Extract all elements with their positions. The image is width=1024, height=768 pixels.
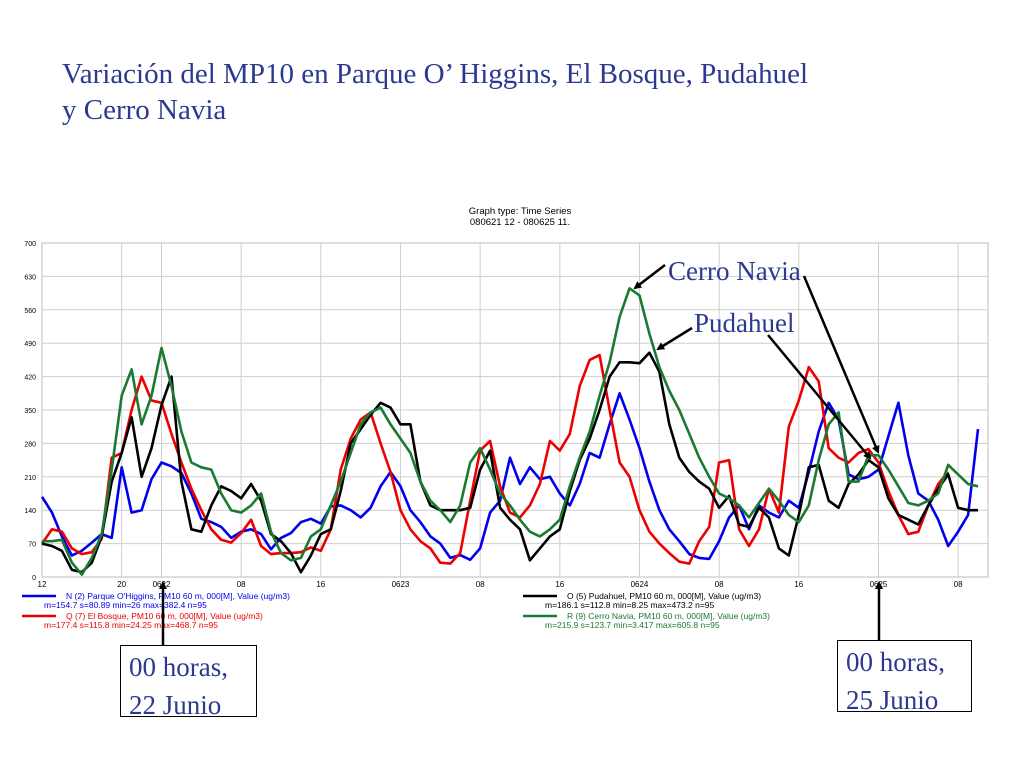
chart-subtitle: 080621 12 - 080625 11. [470,217,570,228]
y-tick-label: 280 [24,441,36,448]
slide-title-line-2: y Cerro Navia [62,94,227,126]
x-tick-label: 08 [954,580,963,589]
hour-box-june25: 00 horas, 25 Junio [837,640,972,715]
chart-title: Graph type: Time Series [469,206,572,217]
legend-series-name: N (2) Parque O'Higgins, PM10 60 m, 000[M… [66,591,290,601]
series-line [42,287,979,576]
y-tick-label: 70 [28,542,36,549]
x-tick-label: 16 [316,580,325,589]
hour-box-june22-line2: 22 Junio [129,690,222,720]
y-tick-label: 490 [24,341,36,348]
legend-series-stats: m=186.1 s=112.8 min=8.25 max=473.2 n=95 [545,600,715,610]
hour-box-june25-line2: 25 Junio [846,685,939,715]
y-tick-label: 210 [24,475,36,482]
x-tick-label: 20 [117,580,126,589]
y-tick-label: 630 [24,274,36,281]
y-tick-label: 350 [24,408,36,415]
annotation-arrows [159,264,883,645]
y-tick-label: 0 [32,575,36,582]
y-tick-label: 140 [24,508,36,515]
x-tick-label: 12 [38,580,47,589]
series-line [41,351,978,574]
hour-box-june22: 00 horas, 22 Junio [120,645,257,720]
label-cerro-navia: Cerro Navia [668,256,801,286]
legend-series-stats: m=177.4 s=115.8 min=24.25 max=468.7 n=95 [44,620,218,630]
y-tick-label: 420 [24,375,36,382]
legend-series-stats: m=154.7 s=80.89 min=26 max=382.4 n=95 [44,600,207,610]
label-pudahuel: Pudahuel [694,308,795,338]
x-tick-label: 0624 [631,580,649,589]
hour-box-june25-line1: 00 horas, [846,647,945,677]
x-tick-label: 08 [476,580,485,589]
x-tick-label: 08 [715,580,724,589]
hour-box-june22-line1: 00 horas, [129,652,228,682]
legend-series-name: O (5) Pudahuel, PM10 60 m, 000[M], Value… [567,591,761,601]
legend-series-name: R (9) Cerro Navia, PM10 60 m, 000[M], Va… [567,611,770,621]
series-line [40,353,950,565]
arrow-cerro-navia-june25 [802,275,880,454]
x-tick-label: 08 [237,580,246,589]
arrow-pudahuel-june25 [767,334,872,460]
y-tick-label: 560 [24,308,36,315]
legend-series-stats: m=215.9 s=123.7 min=3.417 max=605.8 n=95 [545,620,720,630]
legend: N (2) Parque O'Higgins, PM10 60 m, 000[M… [22,591,770,630]
x-tick-label: 16 [794,580,803,589]
arrow-cerro-navia-peak [633,264,666,290]
legend-series-name: Q (7) El Bosque, PM10 60 m, 000[M], Valu… [66,611,263,621]
x-tick-label: 0623 [392,580,410,589]
x-tick-label: 16 [555,580,564,589]
y-tick-label: 700 [24,241,36,248]
arrow-pudahuel-peak [656,326,693,351]
slide-title: Variación del MP10 en Parque O’ Higgins,… [62,56,982,128]
series-line [40,392,980,562]
slide-title-line-1: Variación del MP10 en Parque O’ Higgins,… [62,58,809,90]
grid-lines [42,243,988,577]
series-lines [40,287,980,576]
